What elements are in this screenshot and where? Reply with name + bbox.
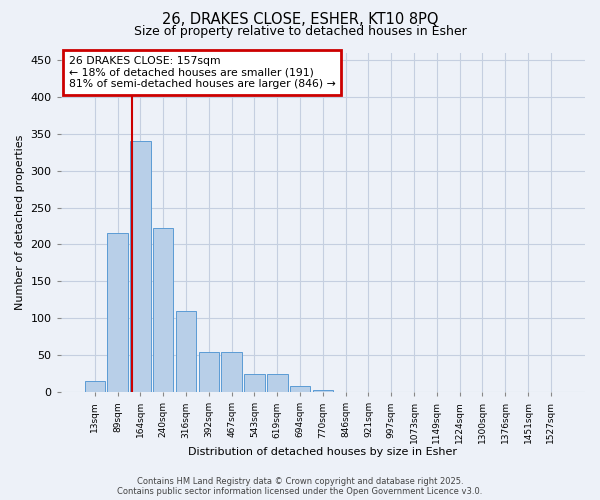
Bar [199, 352, 219, 392]
Text: 26, DRAKES CLOSE, ESHER, KT10 8PQ: 26, DRAKES CLOSE, ESHER, KT10 8PQ [162, 12, 438, 28]
Y-axis label: Number of detached properties: Number of detached properties [15, 134, 25, 310]
Bar [85, 381, 105, 392]
Text: Size of property relative to detached houses in Esher: Size of property relative to detached ho… [134, 25, 466, 38]
Bar [244, 374, 265, 392]
Bar [107, 232, 128, 392]
Bar [267, 374, 287, 392]
Text: Contains HM Land Registry data © Crown copyright and database right 2025.
Contai: Contains HM Land Registry data © Crown c… [118, 476, 482, 496]
Bar [130, 141, 151, 392]
Bar [221, 352, 242, 392]
Bar [176, 311, 196, 392]
Bar [313, 390, 333, 392]
Bar [153, 228, 173, 392]
X-axis label: Distribution of detached houses by size in Esher: Distribution of detached houses by size … [188, 448, 457, 458]
Bar [290, 386, 310, 392]
Text: 26 DRAKES CLOSE: 157sqm
← 18% of detached houses are smaller (191)
81% of semi-d: 26 DRAKES CLOSE: 157sqm ← 18% of detache… [68, 56, 335, 89]
